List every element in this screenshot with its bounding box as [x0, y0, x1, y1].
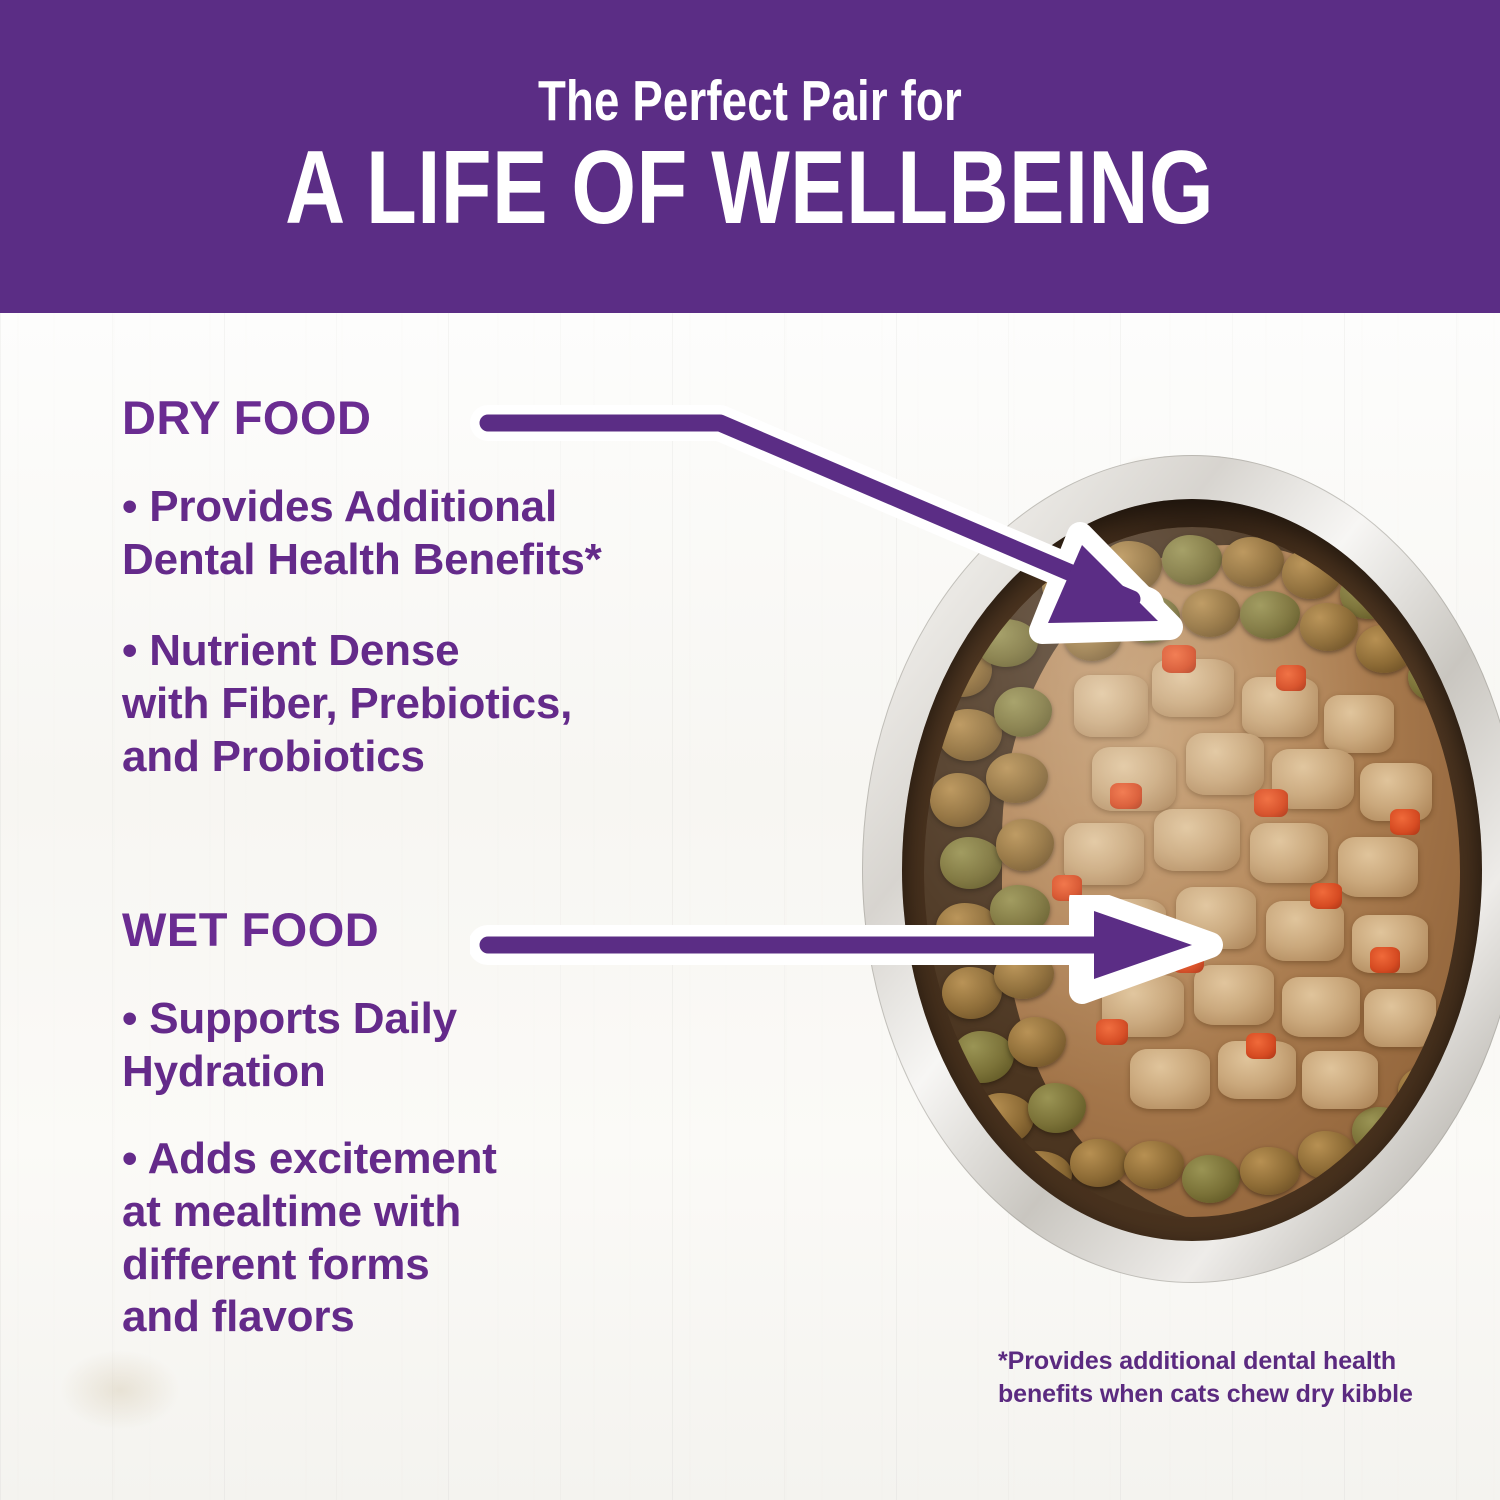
- wet-food-bullet-2: • Adds excitement at mealtime with diffe…: [122, 1133, 742, 1344]
- bullet-line: Hydration: [122, 1046, 326, 1096]
- bullet-line: different forms: [122, 1239, 430, 1289]
- dry-food-bullet-2: • Nutrient Dense with Fiber, Prebiotics,…: [122, 625, 802, 783]
- wet-food-bullet-1: • Supports Daily Hydration: [122, 993, 742, 1099]
- bullet-line: at mealtime with: [122, 1186, 462, 1236]
- bullet-line: with Fiber, Prebiotics,: [122, 678, 573, 728]
- dry-food-heading: DRY FOOD: [122, 391, 372, 444]
- footnote-disclaimer: *Provides additional dental health benef…: [998, 1345, 1418, 1410]
- bullet-line: and Probiotics: [122, 731, 425, 781]
- wet-food-heading: WET FOOD: [122, 903, 380, 956]
- bowl-food-contents: [924, 527, 1460, 1217]
- cat-food-bowl-image: [862, 455, 1500, 1295]
- bullet-line: • Provides Additional: [122, 482, 557, 531]
- bullet-line: and flavors: [122, 1292, 355, 1342]
- bullet-line: • Nutrient Dense: [122, 626, 460, 675]
- bullet-line: • Supports Daily: [122, 994, 457, 1043]
- bullet-line: Dental Health Benefits*: [122, 534, 602, 584]
- footnote-line-1: *Provides additional dental health: [998, 1347, 1397, 1375]
- dry-food-bullet-1: • Provides Additional Dental Health Bene…: [122, 481, 802, 587]
- footnote-line-2: benefits when cats chew dry kibble: [998, 1379, 1413, 1408]
- header-banner: The Perfect Pair for A LIFE OF WELLBEING: [0, 0, 1500, 313]
- wood-blotch: [60, 1350, 180, 1430]
- header-subtitle: The Perfect Pair for: [538, 69, 962, 133]
- header-title: A LIFE OF WELLBEING: [285, 130, 1215, 246]
- bullet-line: • Adds excitement: [122, 1134, 497, 1183]
